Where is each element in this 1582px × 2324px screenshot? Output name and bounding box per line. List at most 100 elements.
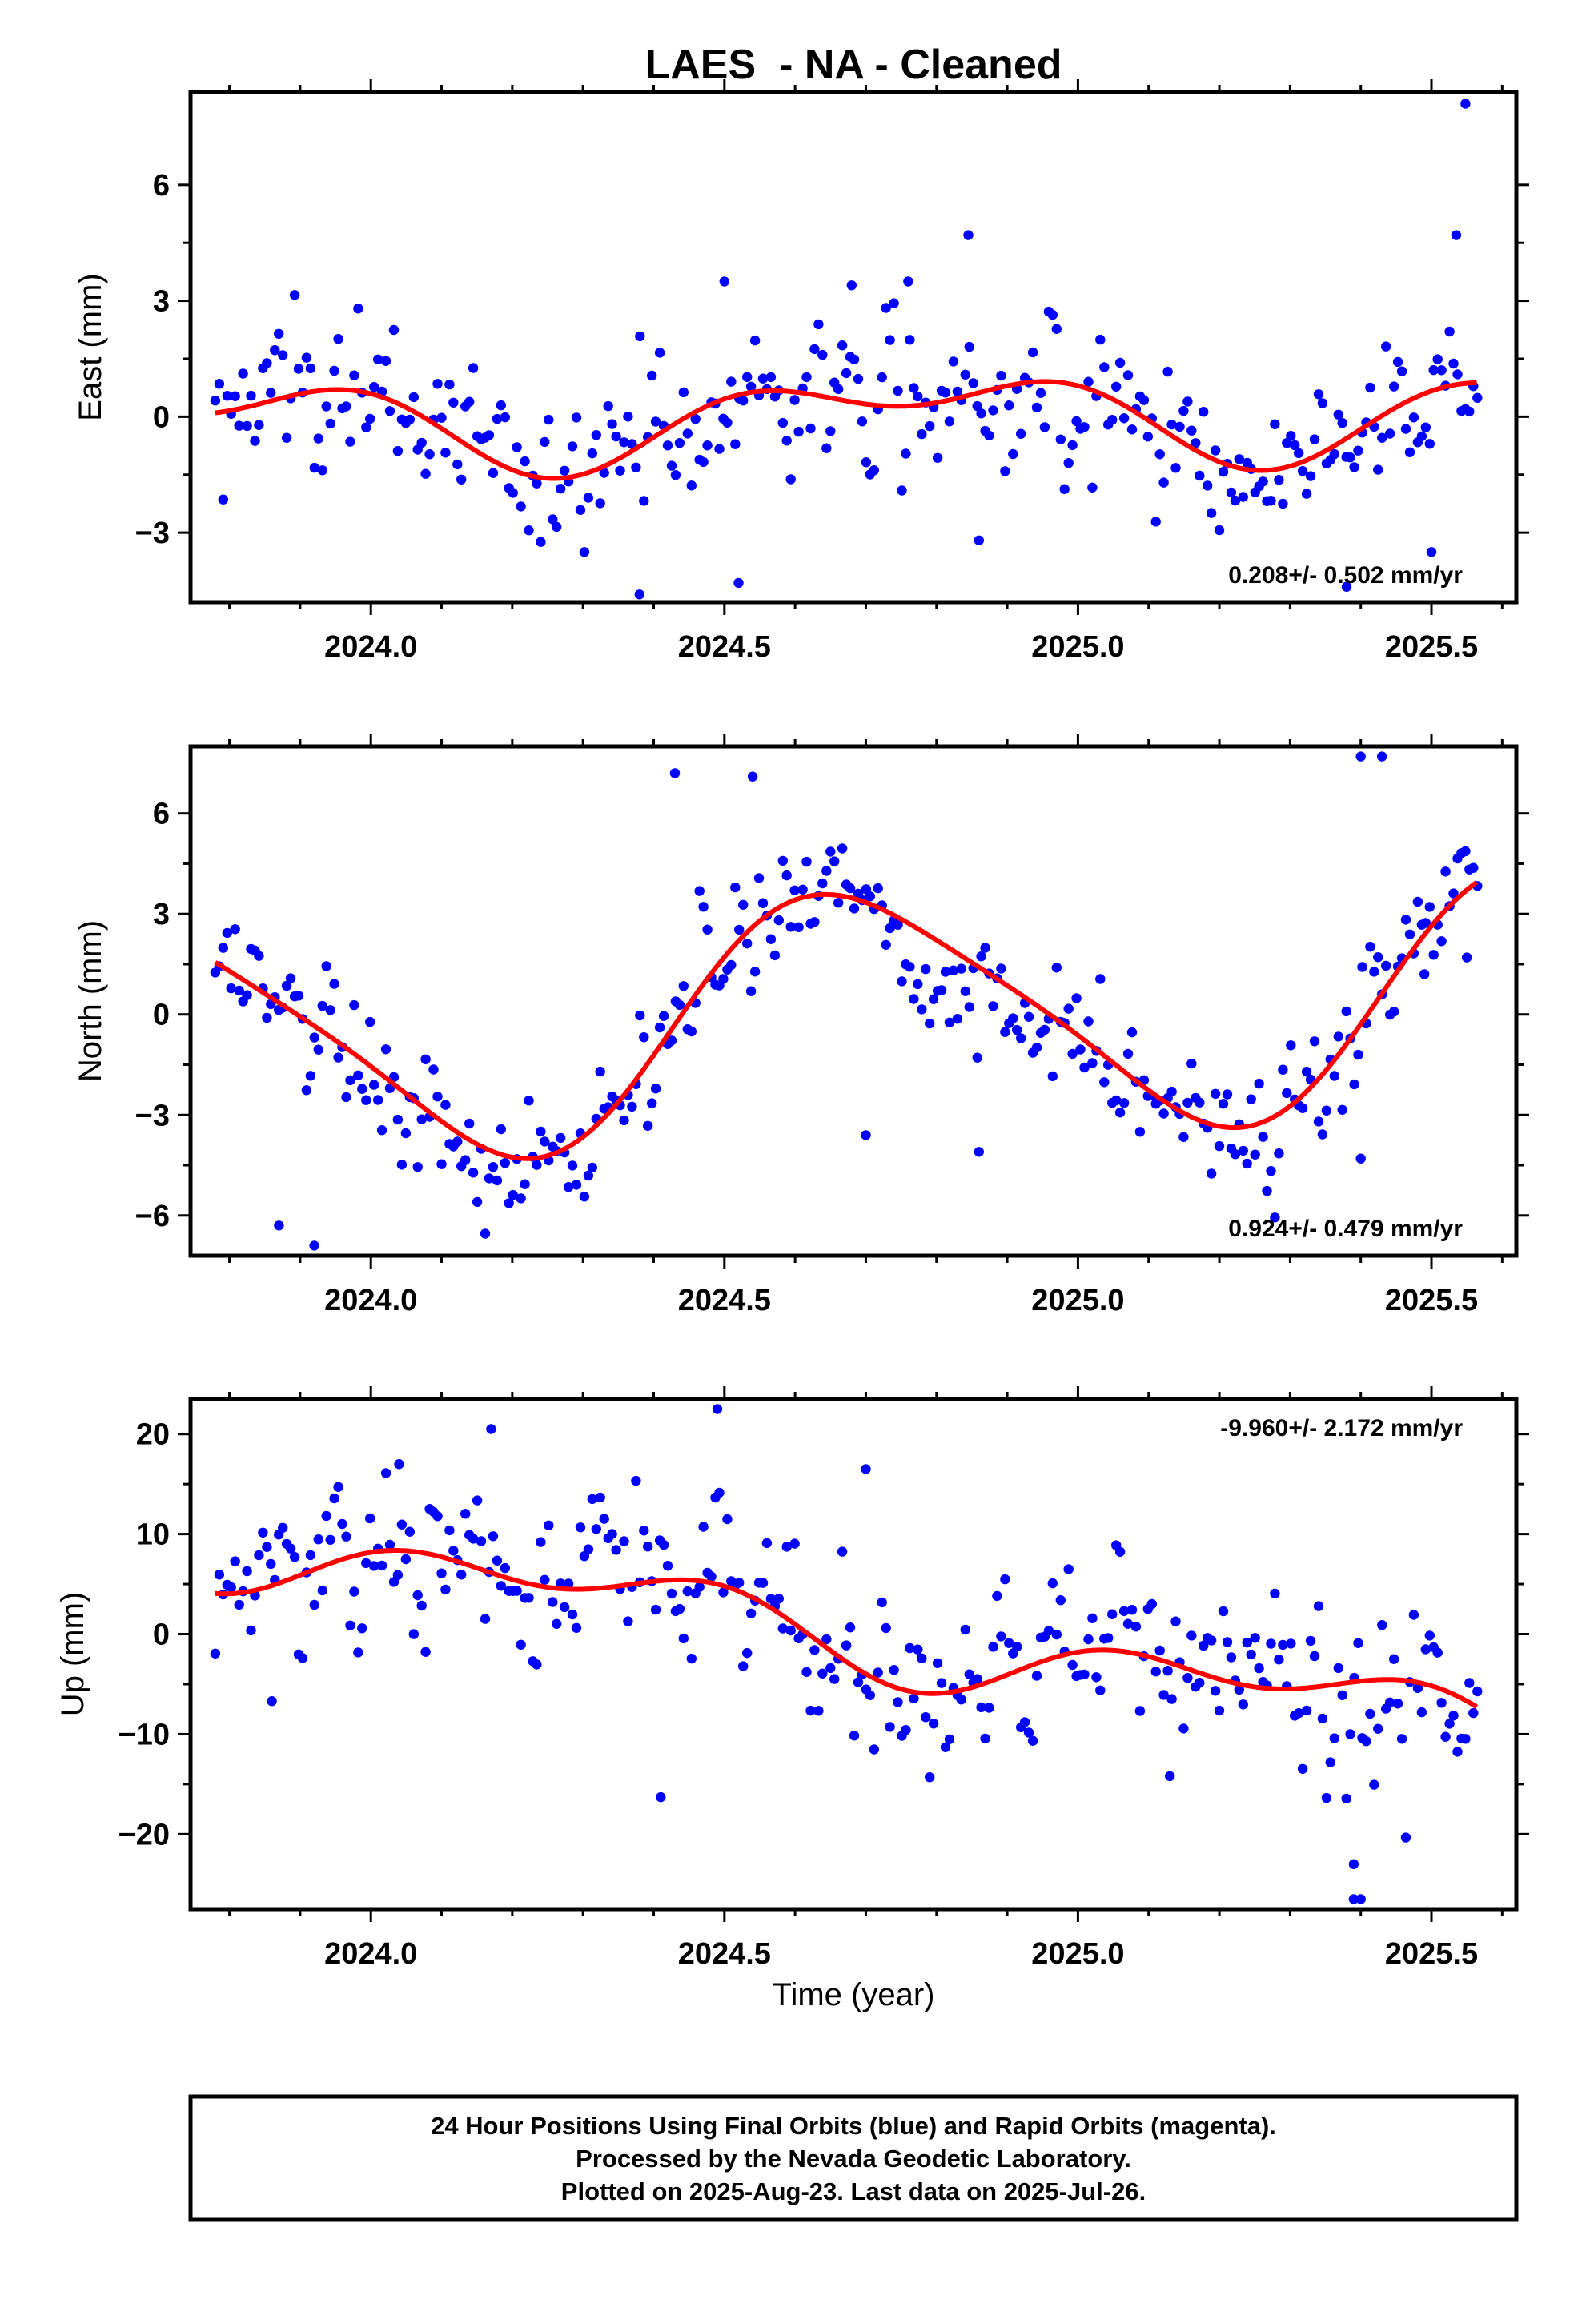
up-point [258, 1527, 268, 1538]
up-point [734, 1578, 745, 1588]
up-point [1355, 1894, 1366, 1904]
east-point [698, 456, 709, 468]
north-point [1134, 1127, 1146, 1137]
up-point [1389, 1654, 1399, 1664]
east-points [210, 99, 1483, 600]
east-point [1408, 412, 1419, 423]
east-point [238, 368, 248, 379]
up-point [1301, 1705, 1312, 1716]
east-point [877, 372, 887, 383]
east-point [353, 304, 363, 314]
north-point [1317, 1129, 1328, 1140]
east-point [639, 496, 649, 506]
east-point [325, 418, 335, 429]
east-point [1004, 400, 1014, 411]
up-point [242, 1566, 252, 1577]
east-point [917, 428, 927, 440]
east-point [853, 373, 864, 384]
north-point [218, 943, 228, 953]
up-point [1166, 1694, 1177, 1704]
north-point [349, 999, 359, 1011]
up-point [210, 1648, 221, 1659]
up-point [917, 1653, 927, 1663]
east-point [520, 456, 530, 467]
north-point [1274, 1148, 1284, 1159]
north-x-tick-label: 2024.5 [678, 1284, 771, 1317]
east-point [289, 290, 300, 300]
up-point [357, 1623, 367, 1634]
north-point [516, 1193, 526, 1204]
north-point [639, 1032, 649, 1043]
up-point [761, 1538, 773, 1549]
east-point [952, 386, 963, 397]
up-point [656, 1791, 666, 1803]
east-point [607, 419, 617, 429]
east-point [1385, 428, 1395, 439]
east-point [544, 414, 554, 425]
north-point [1023, 1011, 1034, 1022]
north-point [452, 1136, 463, 1147]
up-point [1325, 1757, 1336, 1767]
east-point [686, 480, 697, 491]
up-point [1126, 1605, 1138, 1615]
north-point [1365, 942, 1375, 952]
north-point [666, 1035, 677, 1046]
east-point [726, 376, 737, 387]
up-point [698, 1522, 709, 1532]
east-point [913, 391, 923, 402]
north-point [865, 891, 876, 902]
up-point [650, 1604, 661, 1615]
up-point [1348, 1894, 1359, 1904]
up-point [1348, 1859, 1359, 1869]
east-point [817, 349, 828, 360]
up-point [556, 1578, 566, 1589]
east-point [532, 478, 542, 489]
east-point [1226, 487, 1237, 498]
east-point [1337, 418, 1347, 428]
east-point [1122, 370, 1134, 380]
up-point [889, 1665, 899, 1675]
north-point [313, 1044, 323, 1055]
up-point [337, 1518, 347, 1530]
up-point [1186, 1630, 1197, 1641]
east-y-tick-label: 3 [153, 285, 170, 319]
north-point [1012, 1024, 1022, 1035]
east-point [948, 356, 959, 367]
up-point [1067, 1659, 1078, 1671]
north-point [837, 843, 848, 854]
east-point [1055, 434, 1066, 444]
up-point [380, 1468, 391, 1478]
up-point [1165, 1771, 1175, 1782]
north-point [1412, 896, 1423, 907]
east-x-tick-label: 2025.5 [1385, 630, 1478, 664]
up-point [809, 1645, 820, 1655]
up-point [329, 1493, 339, 1504]
up-point [817, 1668, 828, 1679]
north-point [420, 1054, 431, 1065]
up-point [1146, 1598, 1158, 1610]
east-point [420, 468, 431, 479]
up-point [333, 1482, 343, 1493]
east-point [857, 416, 868, 427]
east-point [1142, 432, 1154, 442]
north-point [262, 1012, 272, 1023]
east-point [262, 358, 272, 368]
east-point [809, 344, 820, 355]
north-x-tick-label: 2025.5 [1385, 1284, 1478, 1317]
up-point [845, 1622, 856, 1633]
east-point [556, 484, 566, 494]
up-point [686, 1653, 697, 1664]
north-point [1301, 1067, 1312, 1077]
up-point [345, 1620, 355, 1631]
east-point [548, 514, 558, 525]
east-point [670, 470, 681, 480]
north-point [643, 1120, 653, 1132]
up-point [813, 1706, 824, 1716]
east-point [587, 448, 597, 459]
east-point [436, 412, 447, 423]
east-point [1170, 463, 1181, 473]
north-point [726, 959, 737, 971]
up-point [1361, 1736, 1371, 1747]
east-point [1428, 364, 1439, 376]
